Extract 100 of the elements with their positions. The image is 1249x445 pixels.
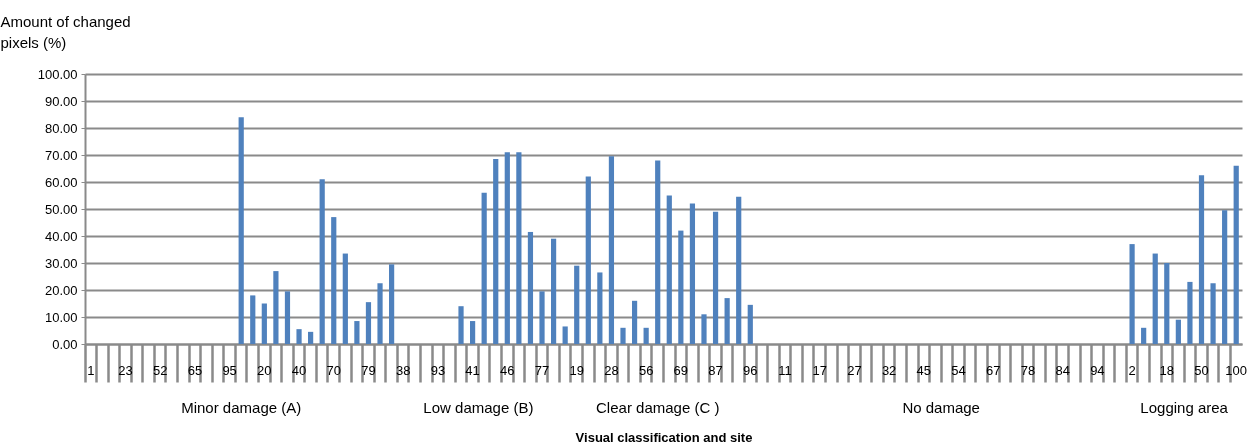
bar bbox=[1164, 263, 1170, 344]
text: No damage bbox=[902, 399, 980, 416]
bar bbox=[250, 295, 256, 344]
bar bbox=[585, 176, 591, 344]
bar bbox=[597, 272, 603, 344]
bar bbox=[458, 306, 464, 344]
x-tick-label: 41 bbox=[465, 362, 480, 378]
x-tick-label: 20 bbox=[257, 362, 272, 378]
x-tick-label: 11 bbox=[778, 362, 792, 378]
y-tick-label: 30.00 bbox=[44, 255, 78, 271]
bar bbox=[238, 117, 244, 344]
bar bbox=[273, 271, 279, 344]
bar bbox=[736, 196, 742, 344]
bar bbox=[284, 291, 291, 344]
x-tick-label: 93 bbox=[430, 362, 446, 378]
x-tick-label: 77 bbox=[534, 362, 550, 378]
text: Minor damage (A) bbox=[181, 399, 302, 416]
bar bbox=[1187, 281, 1193, 344]
bar bbox=[1152, 253, 1158, 344]
x-tick-label: 96 bbox=[743, 362, 758, 378]
bar bbox=[261, 303, 267, 344]
bar bbox=[342, 253, 348, 344]
bar bbox=[319, 179, 325, 344]
bar bbox=[1222, 210, 1228, 344]
x-tick-label: 50 bbox=[1194, 362, 1209, 378]
bar bbox=[469, 321, 476, 344]
y-tick-label: 60.00 bbox=[44, 174, 78, 190]
bar bbox=[701, 314, 707, 344]
x-tick-label: 67 bbox=[986, 362, 1001, 378]
x-tick-label: 52 bbox=[152, 362, 168, 378]
x-tick-label: 69 bbox=[673, 362, 689, 378]
bar bbox=[678, 230, 684, 344]
bar bbox=[527, 231, 534, 344]
y-tick-label: 80.00 bbox=[44, 120, 78, 136]
x-tick-label: 56 bbox=[638, 362, 654, 378]
x-tick-label: 19 bbox=[569, 362, 584, 378]
x-tick-label: 100 bbox=[1225, 362, 1248, 378]
y-tick-label: 70.00 bbox=[44, 147, 78, 163]
x-tick-label: 54 bbox=[951, 362, 966, 378]
x-axis-title: Visual classification and site bbox=[575, 429, 753, 445]
bar bbox=[1198, 175, 1205, 344]
bar bbox=[481, 192, 487, 344]
bar bbox=[331, 217, 337, 344]
x-tick-label: 2 bbox=[1128, 362, 1136, 378]
bar bbox=[747, 304, 753, 344]
bar bbox=[608, 156, 615, 344]
bar bbox=[550, 238, 557, 344]
x-tick-label: 84 bbox=[1055, 362, 1070, 378]
bar bbox=[389, 264, 395, 344]
bar bbox=[1129, 244, 1135, 344]
x-tick-label: 65 bbox=[187, 362, 203, 378]
bar bbox=[1175, 319, 1181, 344]
y-axis-title: Amount of changed pixels (%) bbox=[0, 12, 131, 51]
text: Clear damage (C ) bbox=[596, 399, 720, 416]
bar bbox=[377, 283, 383, 344]
x-tick-label: 1 bbox=[87, 362, 95, 378]
x-tick-label: 27 bbox=[847, 362, 862, 378]
bar bbox=[516, 152, 522, 344]
bar bbox=[620, 327, 626, 344]
bar bbox=[308, 331, 314, 344]
bar bbox=[666, 195, 672, 344]
text: Low damage (B) bbox=[423, 399, 534, 416]
bar bbox=[643, 327, 649, 344]
bar bbox=[365, 302, 372, 344]
bar bbox=[1141, 327, 1147, 344]
bar bbox=[296, 329, 302, 344]
x-tick-label: 28 bbox=[604, 362, 619, 378]
y-tick-label: 20.00 bbox=[44, 282, 78, 298]
bar bbox=[562, 326, 568, 344]
x-tick-label: 23 bbox=[118, 362, 133, 378]
y-tick-label: 0.00 bbox=[52, 336, 78, 352]
bar bbox=[574, 265, 580, 344]
x-tick-label: 70 bbox=[326, 362, 341, 378]
x-tick-label: 94 bbox=[1090, 362, 1105, 378]
x-tick-label: 45 bbox=[916, 362, 932, 378]
y-tick-label: 90.00 bbox=[44, 93, 78, 109]
text: Logging area bbox=[1140, 399, 1229, 416]
x-tick-label: 40 bbox=[291, 362, 307, 378]
x-tick-label: 95 bbox=[222, 362, 237, 378]
y-tick-label: 50.00 bbox=[44, 201, 78, 217]
bar bbox=[712, 211, 719, 344]
bar bbox=[493, 159, 499, 344]
bar bbox=[689, 203, 696, 344]
x-tick-label: 87 bbox=[708, 362, 723, 378]
bar bbox=[631, 300, 638, 344]
x-tick-label: 32 bbox=[881, 362, 897, 378]
bar bbox=[1233, 165, 1239, 344]
x-tick-label: 17 bbox=[812, 362, 827, 378]
bar bbox=[504, 152, 510, 344]
x-tick-label: 18 bbox=[1159, 362, 1175, 378]
bar bbox=[1210, 283, 1216, 344]
bar bbox=[354, 321, 360, 344]
x-tick-label: 79 bbox=[361, 362, 376, 378]
y-tick-label: 10.00 bbox=[44, 309, 78, 325]
bar bbox=[724, 298, 730, 344]
y-tick-label: 40.00 bbox=[44, 228, 78, 244]
bar bbox=[539, 291, 545, 344]
x-tick-label: 78 bbox=[1020, 362, 1036, 378]
x-tick-label: 46 bbox=[500, 362, 515, 378]
x-tick-label: 38 bbox=[395, 362, 411, 378]
